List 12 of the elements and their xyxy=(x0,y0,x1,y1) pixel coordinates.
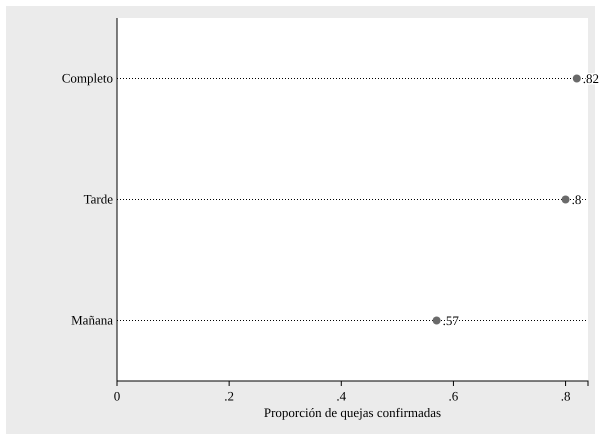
data-label: .57 xyxy=(442,313,460,328)
x-axis-title: Proporción de quejas confirmadas xyxy=(264,405,442,420)
data-label: .8 xyxy=(572,192,582,208)
y-tick-label: Mañana xyxy=(71,312,114,328)
y-tick-label: Tarde xyxy=(84,192,114,207)
x-tick-label: 0 xyxy=(114,388,120,404)
x-tick-label: .8 xyxy=(560,388,570,404)
y-tick-label: Completo xyxy=(62,70,113,86)
data-label: .82 xyxy=(582,71,599,86)
x-tick-label: .2 xyxy=(224,388,234,404)
x-tick-label: .6 xyxy=(448,388,459,404)
x-tick-label: .4 xyxy=(336,388,347,404)
